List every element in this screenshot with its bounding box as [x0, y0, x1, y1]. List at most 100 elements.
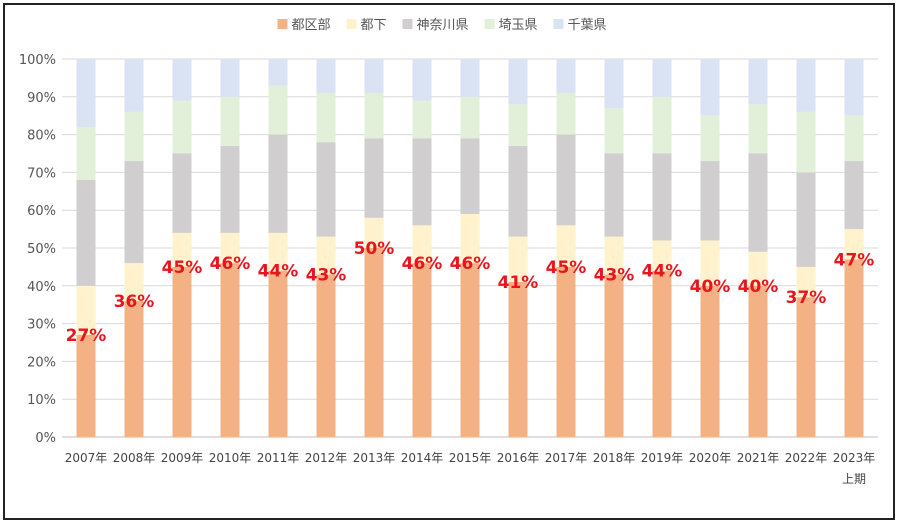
y-tick-label: 80% — [27, 129, 56, 144]
y-tick-label: 10% — [27, 393, 56, 408]
bar-segment — [76, 179, 96, 286]
x-tick-label: 2010年 — [209, 451, 252, 465]
bar-segment — [364, 93, 384, 139]
bar-segment — [172, 59, 192, 101]
data-label: 46% — [210, 254, 251, 274]
bar-segment — [124, 263, 144, 301]
data-label: 47% — [834, 250, 875, 270]
bar-segment — [220, 145, 240, 233]
bar-segment — [508, 282, 528, 437]
bar-segment — [604, 59, 624, 109]
bar-segment — [844, 229, 864, 260]
legend-swatch — [346, 19, 357, 29]
data-label: 36% — [114, 292, 155, 312]
y-tick-label: 100% — [19, 53, 56, 68]
bar-segment — [460, 59, 480, 97]
data-label: 45% — [162, 258, 203, 278]
bar-segment — [172, 153, 192, 233]
bar-segment — [556, 59, 576, 94]
bar-segment — [316, 93, 336, 143]
bar-segment — [556, 134, 576, 226]
bar-segment — [700, 240, 720, 286]
bar-segment — [124, 111, 144, 162]
y-tick-label: 90% — [27, 91, 56, 106]
bar-segment — [412, 100, 432, 139]
bar-segment — [700, 285, 720, 437]
bar-segment — [700, 59, 720, 116]
legend-swatch — [402, 19, 413, 29]
x-tick-label: 2018年 — [593, 451, 636, 465]
data-labels: 27% 36% 45% 46% 44% 43% 50% 46% 46% 41% 45% 43% 44% 4… — [66, 239, 875, 346]
data-label: 50% — [354, 239, 395, 259]
bar-segment — [652, 153, 672, 241]
y-tick-label: 50% — [27, 242, 56, 257]
legend-swatch — [484, 19, 495, 29]
data-label: 41% — [498, 273, 539, 293]
bar-segment — [604, 274, 624, 437]
bar-segment — [508, 145, 528, 237]
x-tick-label: 2012年 — [305, 451, 348, 465]
data-label: 37% — [786, 288, 827, 308]
bar-segment — [748, 153, 768, 252]
bar-segment — [652, 270, 672, 437]
bar-segment — [748, 59, 768, 105]
bar-segment — [316, 274, 336, 437]
legend-label: 都区部 — [292, 18, 331, 33]
data-label: 40% — [690, 277, 731, 297]
bar-segment — [796, 59, 816, 112]
bar-segment — [556, 93, 576, 135]
bar-segment — [220, 59, 240, 97]
x-tick-label: 2021年 — [737, 451, 780, 465]
bar-segment — [220, 263, 240, 437]
bar-segment — [556, 266, 576, 437]
bar-segment — [844, 115, 864, 162]
legend-label: 埼玉県 — [499, 18, 538, 33]
bar-segment — [364, 217, 384, 248]
data-label: 40% — [738, 277, 779, 297]
bar-segment — [364, 138, 384, 218]
bar-segment — [796, 266, 816, 298]
bar-segment — [316, 59, 336, 94]
x-tick-label: 2023年 — [833, 451, 876, 465]
bar-segment — [76, 285, 96, 335]
y-tick-label: 20% — [27, 355, 56, 370]
bar-segment — [412, 59, 432, 101]
data-label: 43% — [594, 265, 635, 285]
bar-segment — [220, 96, 240, 146]
bar-segment — [796, 111, 816, 173]
x-tick-label: 2015年 — [449, 451, 492, 465]
y-axis-ticks: 0% 10% 20% 30% 40% 50% 60% 70% 80% 90% 100% — [19, 53, 56, 446]
bar-segment — [844, 59, 864, 116]
bar-segment — [604, 236, 624, 275]
bar-segment — [268, 134, 288, 233]
bar-segment — [172, 232, 192, 267]
y-tick-label: 0% — [35, 431, 56, 446]
bar-segment — [364, 59, 384, 94]
x-tick-label: 2019年 — [641, 451, 684, 465]
x-tick-label: 2020年 — [689, 451, 732, 465]
bar-segment — [700, 161, 720, 241]
bar-segment — [604, 153, 624, 237]
bar-segment — [268, 270, 288, 437]
bar-segment — [748, 285, 768, 437]
bar-segment — [268, 232, 288, 271]
y-tick-label: 40% — [27, 280, 56, 295]
legend: 都区部 都下 神奈川県 埼玉県 千葉県 — [277, 18, 607, 33]
x-tick-label: 2022年 — [785, 451, 828, 465]
data-label: 43% — [306, 265, 347, 285]
chart-frame — [3, 3, 895, 520]
legend-label: 神奈川県 — [417, 18, 469, 33]
y-tick-label: 30% — [27, 318, 56, 333]
x-axis-ticks: 2007年 2008年 2009年 2010年 2011年 2012年 2013年 2014年… — [65, 451, 876, 486]
bar-segment — [796, 297, 816, 437]
bar-segment — [556, 225, 576, 267]
legend-label: 都下 — [361, 18, 387, 33]
bar-segment — [460, 263, 480, 437]
bar-segment — [508, 104, 528, 146]
bar-segment — [172, 266, 192, 437]
legend-swatch — [553, 19, 564, 29]
bar-segment — [268, 85, 288, 135]
x-tick-label: 2016年 — [497, 451, 540, 465]
x-tick-label: 2007年 — [65, 451, 108, 465]
